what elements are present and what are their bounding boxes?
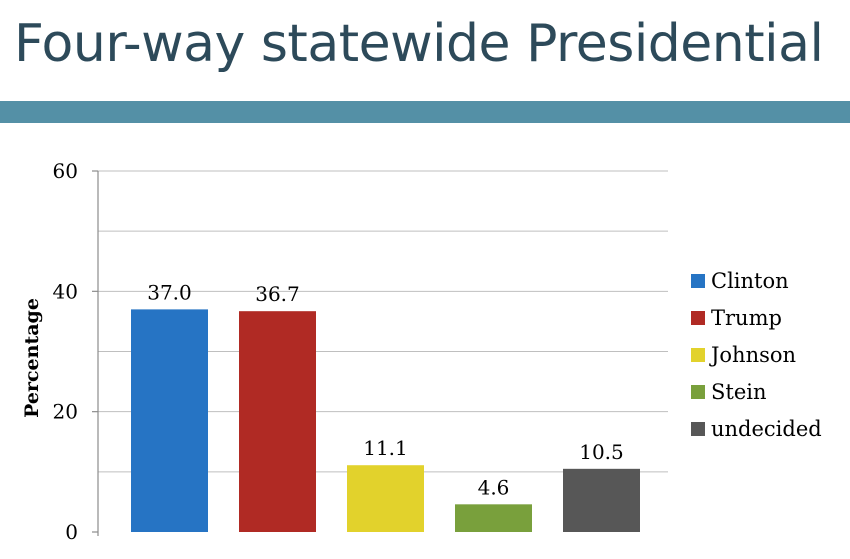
legend-label-clinton: Clinton <box>711 269 789 293</box>
bar-undecided <box>563 468 640 532</box>
data-label-stein: 4.6 <box>478 475 510 499</box>
data-label-clinton: 37.0 <box>147 280 192 304</box>
data-label-johnson: 11.1 <box>363 436 408 460</box>
bar-stein <box>455 504 532 532</box>
title-rule <box>0 101 850 123</box>
axes: 0 20 40 60 <box>53 159 99 544</box>
bars <box>131 309 640 532</box>
legend-label-trump: Trump <box>711 306 782 330</box>
legend-label-johnson: Johnson <box>709 343 796 367</box>
y-tick-label: 40 <box>53 279 78 303</box>
data-label-undecided: 10.5 <box>579 440 624 464</box>
legend: Clinton Trump Johnson Stein undecided <box>691 269 822 441</box>
data-labels: 37.0 36.7 11.1 4.6 10.5 <box>147 280 624 499</box>
legend-label-undecided: undecided <box>711 417 822 441</box>
data-label-trump: 36.7 <box>255 282 300 306</box>
legend-swatch-johnson <box>691 348 705 362</box>
legend-swatch-trump <box>691 311 705 325</box>
y-tick-label: 0 <box>65 520 78 544</box>
slide-title: Four-way statewide Presidential <box>14 14 824 74</box>
legend-swatch-stein <box>691 385 705 399</box>
bar-clinton <box>131 309 208 532</box>
legend-swatch-clinton <box>691 274 705 288</box>
legend-swatch-undecided <box>691 422 705 436</box>
bar-johnson <box>347 465 424 532</box>
bar-trump <box>239 311 316 532</box>
legend-label-stein: Stein <box>711 380 767 404</box>
y-axis-title: Percentage <box>21 298 43 418</box>
y-tick-label: 20 <box>53 400 78 424</box>
y-tick-label: 60 <box>53 159 78 183</box>
